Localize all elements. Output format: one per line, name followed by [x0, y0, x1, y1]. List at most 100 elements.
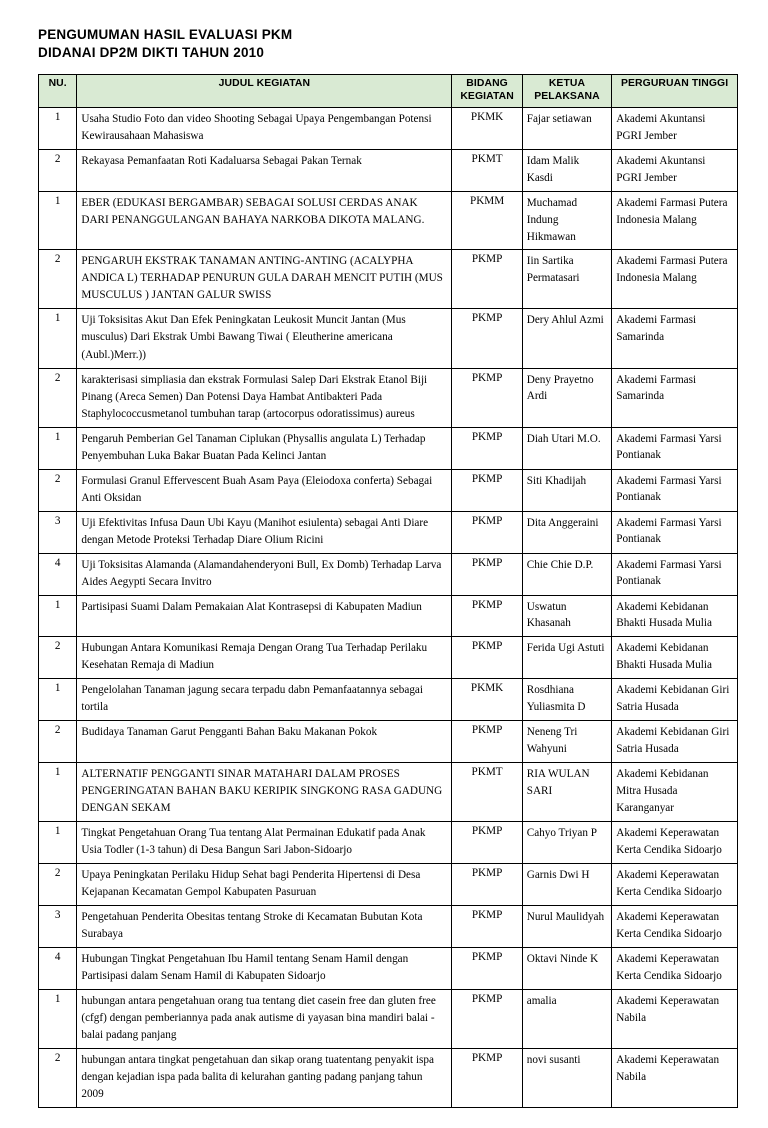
cell-judul-kegiatan: Upaya Peningkatan Perilaku Hidup Sehat b…: [76, 863, 453, 907]
cell-judul-kegiatan: PENGARUH EKSTRAK TANAMAN ANTING-ANTING (…: [76, 249, 453, 310]
cell-judul-kegiatan: Tingkat Pengetahuan Orang Tua tentang Al…: [76, 820, 453, 865]
cell-no: 1: [37, 191, 78, 251]
cell-no: 1: [37, 594, 78, 638]
cell-bidang-kegiatan: PKMT: [451, 761, 523, 822]
cell-no: 1: [37, 761, 78, 822]
table-row: 1 Usaha Studio Foto dan video Shooting Se…: [37, 107, 738, 151]
cell-perguruan-tinggi: Akademi Akuntansi PGRI Jember: [611, 107, 738, 151]
cell-judul-kegiatan: EBER (EDUKASI BERGAMBAR) SEBAGAI SOLUSI …: [76, 191, 453, 251]
cell-bidang-kegiatan: PKMP: [451, 820, 523, 865]
cell-ketua-pelaksana: RIA WULAN SARI: [521, 761, 613, 822]
table-row: 1 EBER (EDUKASI BERGAMBAR) SEBAGAI SOLUSI…: [37, 191, 738, 251]
cell-judul-kegiatan: Pengaruh Pemberian Gel Tanaman Ciplukan …: [76, 426, 453, 470]
cell-no: 2: [37, 249, 78, 310]
cell-judul-kegiatan: ALTERNATIF PENGGANTI SINAR MATAHARI DALA…: [76, 761, 453, 822]
cell-perguruan-tinggi: Akademi Farmasi Putera Indonesia Malang: [611, 249, 738, 310]
cell-ketua-pelaksana: Oktavi Ninde K: [521, 947, 613, 991]
results-table: NU. JUDUL KEGIATAN BIDANG KEGIATAN KETUA…: [37, 74, 738, 1109]
cell-ketua-pelaksana: Muchamad Indung Hikmawan: [521, 191, 613, 251]
column-header-bidang-line-2: KEGIATAN: [460, 90, 514, 102]
cell-bidang-kegiatan: PKMK: [451, 678, 523, 722]
cell-no: 3: [37, 905, 78, 949]
page-title-line-1: PENGUMUMAN HASIL EVALUASI PKM: [38, 27, 293, 42]
cell-bidang-kegiatan: PKMP: [451, 249, 523, 310]
cell-judul-kegiatan: Hubungan Antara Komunikasi Remaja Dengan…: [76, 636, 453, 680]
table-row: 2 Budidaya Tanaman Garut Pengganti Bahan …: [37, 720, 738, 763]
table-row: 4 Uji Toksisitas Alamanda (Alamandahender…: [37, 552, 738, 596]
cell-bidang-kegiatan: PKMP: [451, 510, 523, 554]
table-row: 1 Uji Toksisitas Akut Dan Efek Peningkata…: [37, 308, 738, 369]
cell-perguruan-tinggi: Akademi Farmasi Putera Indonesia Malang: [611, 191, 738, 251]
cell-no: 1: [37, 820, 78, 865]
cell-bidang-kegiatan: PKMP: [451, 720, 523, 763]
cell-bidang-kegiatan: PKMP: [451, 947, 523, 991]
cell-judul-kegiatan: hubungan antara tingkat pengetahuan dan …: [76, 1048, 453, 1109]
cell-perguruan-tinggi: Akademi Keperawatan Kerta Cendika Sidoar…: [611, 947, 738, 991]
cell-no: 2: [37, 863, 78, 907]
cell-ketua-pelaksana: Dery Ahlul Azmi: [521, 308, 613, 369]
table-header: NU. JUDUL KEGIATAN BIDANG KEGIATAN KETUA…: [37, 74, 738, 109]
table-body: 1 Usaha Studio Foto dan video Shooting Se…: [37, 107, 738, 1109]
cell-ketua-pelaksana: Siti Khadijah: [521, 468, 613, 512]
cell-ketua-pelaksana: Nurul Maulidyah: [521, 905, 613, 949]
table-row: 3 Uji Efektivitas Infusa Daun Ubi Kayu (M…: [37, 510, 738, 554]
cell-ketua-pelaksana: Chie Chie D.P.: [521, 552, 613, 596]
table-header-row: NU. JUDUL KEGIATAN BIDANG KEGIATAN KETUA…: [37, 74, 738, 109]
cell-bidang-kegiatan: PKMT: [451, 149, 523, 193]
cell-perguruan-tinggi: Akademi Farmasi Yarsi Pontianak: [611, 426, 738, 470]
cell-judul-kegiatan: Uji Toksisitas Alamanda (Alamandahendery…: [76, 552, 453, 596]
table-row: 3 Pengetahuan Penderita Obesitas tentang …: [37, 905, 738, 949]
table-row: 1 Tingkat Pengetahuan Orang Tua tentang A…: [37, 820, 738, 865]
column-header-bidang-line-1: BIDANG: [466, 78, 508, 90]
table-row: 2 Upaya Peningkatan Perilaku Hidup Sehat …: [37, 863, 738, 907]
cell-bidang-kegiatan: PKMP: [451, 468, 523, 512]
cell-ketua-pelaksana: Iin Sartika Permatasari: [521, 249, 613, 310]
table-row: 1 Pengaruh Pemberian Gel Tanaman Ciplukan…: [37, 426, 738, 470]
cell-no: 2: [37, 367, 78, 428]
cell-ketua-pelaksana: Fajar setiawan: [521, 107, 613, 151]
cell-bidang-kegiatan: PKMP: [451, 989, 523, 1050]
cell-no: 3: [37, 510, 78, 554]
cell-no: 1: [37, 426, 78, 470]
table-row: 2 Rekayasa Pemanfaatan Roti Kadaluarsa Se…: [37, 149, 738, 193]
table-row: 2 Formulasi Granul Effervescent Buah Asam…: [37, 468, 738, 512]
cell-bidang-kegiatan: PKMP: [451, 1048, 523, 1109]
cell-bidang-kegiatan: PKMM: [451, 191, 523, 251]
cell-bidang-kegiatan: PKMP: [451, 905, 523, 949]
cell-bidang-kegiatan: PKMP: [451, 308, 523, 369]
cell-perguruan-tinggi: Akademi Kebidanan Mitra Husada Karangany…: [611, 761, 738, 822]
cell-no: 1: [37, 989, 78, 1050]
cell-ketua-pelaksana: Diah Utari M.O.: [521, 426, 613, 470]
cell-no: 1: [37, 308, 78, 369]
table-row: 2 PENGARUH EKSTRAK TANAMAN ANTING-ANTING …: [37, 249, 738, 310]
cell-perguruan-tinggi: Akademi Kebidanan Giri Satria Husada: [611, 720, 738, 763]
cell-judul-kegiatan: Uji Efektivitas Infusa Daun Ubi Kayu (Ma…: [76, 510, 453, 554]
cell-ketua-pelaksana: Uswatun Khasanah: [521, 594, 613, 638]
cell-ketua-pelaksana: Deny Prayetno Ardi: [521, 367, 613, 428]
cell-perguruan-tinggi: Akademi Keperawatan Kerta Cendika Sidoar…: [611, 820, 738, 865]
cell-judul-kegiatan: Hubungan Tingkat Pengetahuan Ibu Hamil t…: [76, 947, 453, 991]
cell-no: 2: [37, 468, 78, 512]
cell-perguruan-tinggi: Akademi Farmasi Yarsi Pontianak: [611, 468, 738, 512]
cell-ketua-pelaksana: Garnis Dwi H: [521, 863, 613, 907]
cell-no: 2: [37, 1048, 78, 1109]
cell-bidang-kegiatan: PKMP: [451, 594, 523, 638]
table-row: 2 Hubungan Antara Komunikasi Remaja Denga…: [37, 636, 738, 680]
cell-ketua-pelaksana: Rosdhiana Yuliasmita D: [521, 678, 613, 722]
cell-ketua-pelaksana: amalia: [521, 989, 613, 1050]
cell-bidang-kegiatan: PKMP: [451, 552, 523, 596]
cell-ketua-pelaksana: Neneng Tri Wahyuni: [521, 720, 613, 763]
page-title-line-2: DIDANAI DP2M DIKTI TAHUN 2010: [38, 45, 265, 61]
cell-perguruan-tinggi: Akademi Farmasi Samarinda: [611, 308, 738, 369]
column-header-judul: JUDUL KEGIATAN: [76, 74, 453, 109]
cell-ketua-pelaksana: Dita Anggeraini: [521, 510, 613, 554]
cell-perguruan-tinggi: Akademi Kebidanan Bhakti Husada Mulia: [611, 636, 738, 680]
cell-judul-kegiatan: Budidaya Tanaman Garut Pengganti Bahan B…: [76, 720, 453, 763]
cell-ketua-pelaksana: Ferida Ugi Astuti: [521, 636, 613, 680]
cell-judul-kegiatan: Rekayasa Pemanfaatan Roti Kadaluarsa Seb…: [76, 149, 453, 193]
table-row: 1 hubungan antara pengetahuan orang tua t…: [37, 989, 738, 1050]
cell-judul-kegiatan: hubungan antara pengetahuan orang tua te…: [76, 989, 453, 1050]
cell-judul-kegiatan: karakterisasi simpliasia dan ekstrak For…: [76, 367, 453, 428]
cell-ketua-pelaksana: Cahyo Triyan P: [521, 820, 613, 865]
